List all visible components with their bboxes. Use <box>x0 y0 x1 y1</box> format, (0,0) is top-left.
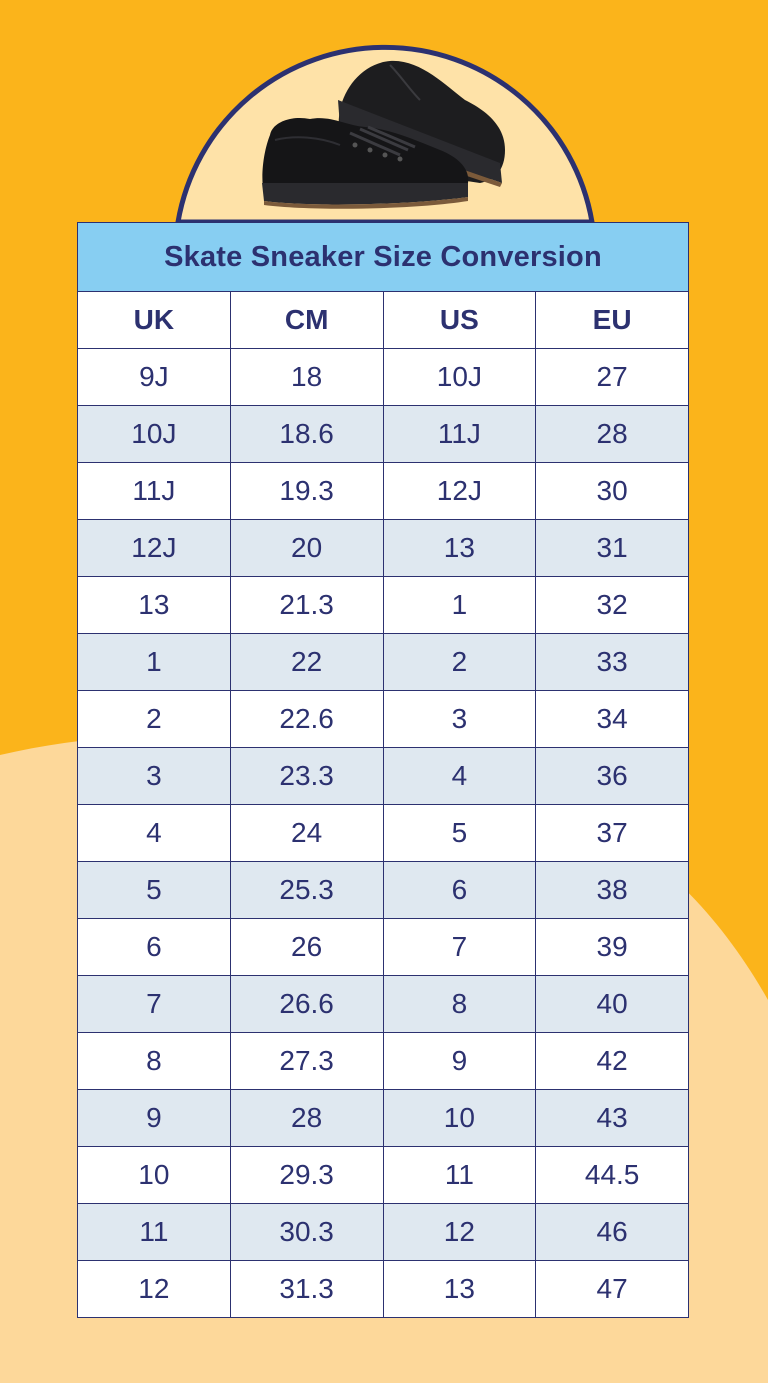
cell-uk: 4 <box>77 804 231 862</box>
cell-eu: 44.5 <box>535 1146 689 1204</box>
header-us: US <box>382 291 537 349</box>
cell-uk: 6 <box>77 918 231 976</box>
cell-eu: 37 <box>535 804 689 862</box>
cell-eu: 34 <box>535 690 689 748</box>
cell-eu: 40 <box>535 975 689 1033</box>
front-shoe-icon <box>262 117 469 209</box>
cell-cm: 19.3 <box>229 462 384 520</box>
cell-us: 13 <box>382 1260 537 1318</box>
cell-uk: 3 <box>77 747 231 805</box>
table-header-row: UK CM US EU <box>77 291 689 349</box>
cell-uk: 10J <box>77 405 231 463</box>
cell-cm: 20 <box>229 519 384 577</box>
cell-cm: 21.3 <box>229 576 384 634</box>
cell-eu: 32 <box>535 576 689 634</box>
table-row: 9J 18 10J 27 <box>77 348 689 406</box>
table-title: Skate Sneaker Size Conversion <box>77 222 689 292</box>
table-row: 10 29.3 11 44.5 <box>77 1146 689 1204</box>
cell-eu: 46 <box>535 1203 689 1261</box>
cell-cm: 22 <box>229 633 384 691</box>
table-row: 5 25.3 6 38 <box>77 861 689 919</box>
cell-uk: 7 <box>77 975 231 1033</box>
table-row: 10J 18.6 11J 28 <box>77 405 689 463</box>
cell-cm: 18.6 <box>229 405 384 463</box>
cell-uk: 9 <box>77 1089 231 1147</box>
cell-us: 7 <box>382 918 537 976</box>
cell-us: 12 <box>382 1203 537 1261</box>
cell-uk: 11J <box>77 462 231 520</box>
cell-uk: 2 <box>77 690 231 748</box>
header-cm: CM <box>229 291 384 349</box>
table-row: 3 23.3 4 36 <box>77 747 689 805</box>
cell-cm: 24 <box>229 804 384 862</box>
cell-us: 8 <box>382 975 537 1033</box>
cell-us: 3 <box>382 690 537 748</box>
cell-cm: 27.3 <box>229 1032 384 1090</box>
table-row: 7 26.6 8 40 <box>77 975 689 1033</box>
table-row: 8 27.3 9 42 <box>77 1032 689 1090</box>
cell-uk: 13 <box>77 576 231 634</box>
cell-cm: 29.3 <box>229 1146 384 1204</box>
cell-eu: 36 <box>535 747 689 805</box>
cell-cm: 18 <box>229 348 384 406</box>
table-row: 1 22 2 33 <box>77 633 689 691</box>
cell-eu: 31 <box>535 519 689 577</box>
cell-eu: 43 <box>535 1089 689 1147</box>
cell-eu: 42 <box>535 1032 689 1090</box>
table-row: 12 31.3 13 47 <box>77 1260 689 1318</box>
header-uk: UK <box>77 291 231 349</box>
size-conversion-table: Skate Sneaker Size Conversion UK CM US E… <box>77 222 689 1318</box>
cell-uk: 1 <box>77 633 231 691</box>
cell-cm: 31.3 <box>229 1260 384 1318</box>
cell-uk: 12 <box>77 1260 231 1318</box>
cell-eu: 39 <box>535 918 689 976</box>
cell-us: 10 <box>382 1089 537 1147</box>
cell-uk: 5 <box>77 861 231 919</box>
cell-us: 12J <box>382 462 537 520</box>
cell-eu: 47 <box>535 1260 689 1318</box>
header-eu: EU <box>535 291 689 349</box>
cell-cm: 22.6 <box>229 690 384 748</box>
cell-uk: 9J <box>77 348 231 406</box>
cell-cm: 30.3 <box>229 1203 384 1261</box>
table-row: 6 26 7 39 <box>77 918 689 976</box>
cell-cm: 26.6 <box>229 975 384 1033</box>
cell-cm: 23.3 <box>229 747 384 805</box>
table-body: 9J 18 10J 27 10J 18.6 11J 28 11J 19.3 12J 30 12J 20 13… <box>77 348 689 1318</box>
cell-eu: 27 <box>535 348 689 406</box>
cell-eu: 33 <box>535 633 689 691</box>
table-row: 11 30.3 12 46 <box>77 1203 689 1261</box>
cell-us: 11J <box>382 405 537 463</box>
table-title-row: Skate Sneaker Size Conversion <box>77 222 689 292</box>
cell-eu: 38 <box>535 861 689 919</box>
cell-us: 9 <box>382 1032 537 1090</box>
cell-us: 2 <box>382 633 537 691</box>
cell-cm: 28 <box>229 1089 384 1147</box>
cell-uk: 8 <box>77 1032 231 1090</box>
table-row: 11J 19.3 12J 30 <box>77 462 689 520</box>
cell-eu: 30 <box>535 462 689 520</box>
table-row: 4 24 5 37 <box>77 804 689 862</box>
cell-uk: 10 <box>77 1146 231 1204</box>
cell-us: 6 <box>382 861 537 919</box>
cell-us: 11 <box>382 1146 537 1204</box>
cell-us: 10J <box>382 348 537 406</box>
sneaker-icon <box>262 60 505 209</box>
cell-uk: 12J <box>77 519 231 577</box>
cell-eu: 28 <box>535 405 689 463</box>
table-row: 12J 20 13 31 <box>77 519 689 577</box>
cell-cm: 25.3 <box>229 861 384 919</box>
table-row: 9 28 10 43 <box>77 1089 689 1147</box>
table-row: 13 21.3 1 32 <box>77 576 689 634</box>
cell-us: 5 <box>382 804 537 862</box>
cell-us: 4 <box>382 747 537 805</box>
cell-cm: 26 <box>229 918 384 976</box>
cell-uk: 11 <box>77 1203 231 1261</box>
table-row: 2 22.6 3 34 <box>77 690 689 748</box>
cell-us: 13 <box>382 519 537 577</box>
cell-us: 1 <box>382 576 537 634</box>
